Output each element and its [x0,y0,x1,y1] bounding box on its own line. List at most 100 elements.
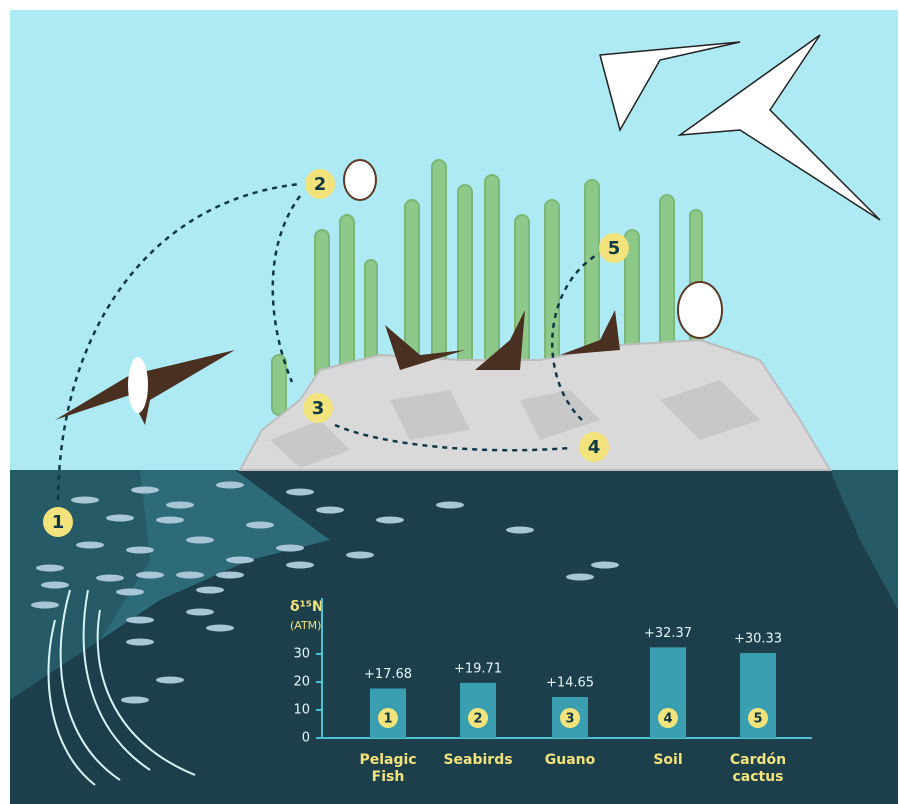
step-circle [305,169,335,199]
x-tick-label: Seabirds [443,752,513,768]
brown-booby [385,325,465,370]
chart: δ¹⁵N (ATM) 0 10 20 30 +17.68 1 +19.71 2 +14.65 3 +… [290,598,812,746]
fish-school [31,481,619,704]
rock [390,390,470,440]
step-circle [303,393,333,423]
step-number: 2 [314,174,327,195]
fish [71,496,99,504]
bar-badge [378,708,398,728]
cactus [659,194,675,356]
fish [126,546,154,554]
brown-booby [560,310,620,355]
blue-footed-booby [677,281,723,339]
step-number: 5 [608,238,621,259]
fish [116,588,144,596]
current [47,619,96,786]
bar-badge [658,708,678,728]
cactus [431,159,447,371]
bar-badge-number: 3 [565,712,574,727]
fish [166,501,194,509]
fish [196,586,224,594]
fish [186,536,214,544]
step-circle [599,233,629,263]
fish [176,571,204,579]
fish [126,616,154,624]
perched-booby [343,159,377,201]
fish [121,696,149,704]
bar-badge [748,708,768,728]
rock [270,420,350,468]
fish [286,488,314,496]
fish [216,571,244,579]
shelf [100,470,330,640]
arrow-3-4 [334,423,571,452]
x-tick-label: Guano [544,752,596,768]
bar-badge-number: 2 [473,712,482,727]
fish [186,608,214,616]
step-circle [579,432,609,462]
value-label: +17.68 [364,667,412,682]
booby-body [128,357,148,413]
bar-badge-number: 4 [663,712,672,727]
cacti [271,159,703,431]
fish [41,581,69,589]
cactus [314,229,330,381]
fish [591,561,619,569]
fish [96,574,124,582]
step-number: 4 [588,437,601,458]
fish [156,676,184,684]
fish [126,638,154,646]
fish [106,514,134,522]
fish [506,526,534,534]
fish [286,561,314,569]
fish [31,601,59,609]
fish [346,551,374,559]
arrow-4-5 [551,252,599,421]
fish [206,624,234,632]
rock [520,390,600,440]
fish [136,571,164,579]
birds [55,34,881,425]
rock-shading [270,380,760,468]
fish [246,521,274,529]
fish [226,556,254,564]
fish [156,516,184,524]
fish [36,564,64,572]
cactus [339,214,355,376]
fish [276,544,304,552]
value-label: +32.37 [644,626,692,641]
bar-badge [560,708,580,728]
y-axis-unit: (ATM) [290,619,321,632]
fish [216,481,244,489]
fish [436,501,464,509]
brown-booby [475,310,525,370]
step-number: 1 [52,512,65,533]
x-tick-label: Soil [653,752,683,768]
step-circle [43,507,73,537]
bar-badge-number: 1 [383,712,392,727]
cactus [484,174,500,376]
fish [376,516,404,524]
current [59,589,121,781]
value-label: +14.65 [546,675,594,690]
fish [566,573,594,581]
fish [76,541,104,549]
step-badges: 1 2 3 4 5 [43,169,629,537]
rock [660,380,760,440]
value-label: +30.33 [734,632,782,647]
bar-badge-number: 5 [753,712,762,727]
x-tick-label: Cardón cactus [729,752,787,785]
x-tick-label: Pelagic Fish [359,752,417,785]
current [82,589,151,771]
value-label: +19.71 [454,661,502,676]
currents [47,589,196,786]
arrows [56,182,599,501]
fish [131,486,159,494]
y-axis-label: δ¹⁵N [290,599,324,615]
tropicbird [677,34,881,221]
y-tick-label: 10 [293,703,310,718]
y-tick-label: 20 [293,675,310,690]
tropicbird [599,41,741,132]
